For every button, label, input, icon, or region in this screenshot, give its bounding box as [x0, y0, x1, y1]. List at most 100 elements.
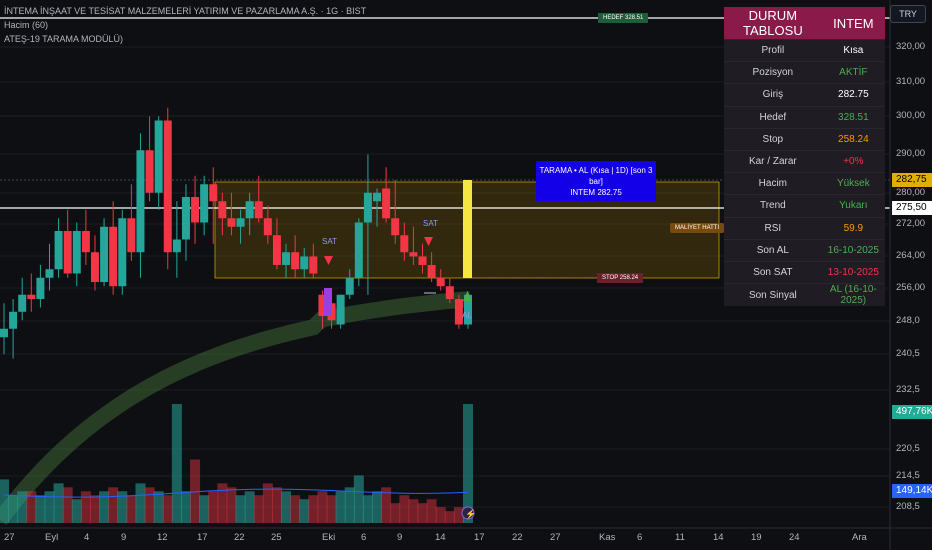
candle-body	[427, 265, 436, 278]
price-axis-label: 272,00	[896, 218, 926, 229]
candle-body	[227, 218, 236, 227]
volume-bar	[381, 487, 392, 523]
volume-indicator-label[interactable]: Hacim (60)	[4, 20, 49, 30]
volume-bar	[108, 487, 119, 523]
status-row: Profil Kısa	[724, 38, 885, 62]
status-row: Son SAT 13-10-2025	[724, 260, 885, 284]
volume-bar	[62, 487, 73, 523]
candle-body	[464, 294, 472, 325]
time-axis-label: Ara	[852, 532, 867, 543]
status-row: Son AL 16-10-2025	[724, 238, 885, 262]
status-value: 59.9	[821, 216, 885, 240]
volume-bar	[180, 491, 191, 523]
status-label: Hacim	[724, 172, 822, 195]
candle-body	[354, 222, 363, 278]
candle-body	[181, 197, 190, 240]
time-axis-label: 4	[84, 532, 90, 543]
volume-bar	[335, 491, 346, 523]
candle-body	[200, 184, 209, 223]
volume-bar	[117, 491, 128, 523]
candle-body	[9, 311, 18, 329]
volume-bar	[17, 491, 28, 523]
scanner-indicator-label[interactable]: ATEŞ-19 TARAMA MODÜLÜ)	[4, 34, 124, 44]
time-axis-label: 27	[4, 532, 15, 543]
volume-bar	[135, 483, 146, 523]
status-row: Hedef 328.51	[724, 105, 885, 129]
volume-bar	[417, 503, 428, 523]
price-axis-label: 320,00	[896, 41, 926, 52]
status-label: Profil	[724, 38, 822, 62]
buy-label: AL	[462, 311, 472, 320]
status-row: Giriş 282.75	[724, 83, 885, 107]
candle-body	[282, 252, 291, 265]
volume-bar	[235, 495, 246, 523]
candle-body	[409, 252, 418, 257]
status-label: Kar / Zarar	[724, 149, 822, 173]
volume-bar	[208, 491, 219, 523]
time-axis-label: 25	[271, 532, 282, 543]
candle-body	[445, 286, 454, 299]
volume-bar	[8, 495, 19, 523]
status-label: Son SAT	[724, 260, 822, 284]
time-axis-label: Eyl	[45, 532, 59, 543]
volume-bar	[390, 503, 401, 523]
candle-body	[0, 328, 8, 338]
volume-bar	[253, 495, 264, 523]
volume-tag: 497,76K	[892, 405, 932, 419]
currency-selector[interactable]: TRY	[890, 5, 926, 23]
candle-body	[163, 120, 172, 253]
status-label: Giriş	[724, 83, 822, 107]
time-axis-label: Kas	[599, 532, 616, 543]
volume-bar	[171, 404, 182, 523]
status-label: Son Sinyal	[724, 283, 822, 307]
candle-body	[218, 201, 227, 219]
candle-body	[81, 231, 90, 253]
status-row: Trend Yukarı	[724, 194, 885, 217]
volume-bar	[89, 495, 100, 523]
candle-body	[100, 226, 109, 282]
candle-body	[145, 150, 154, 193]
status-value: 328.51	[821, 105, 885, 129]
chart-grid	[0, 46, 890, 508]
candle-body	[154, 120, 163, 193]
candle-body	[454, 299, 463, 325]
lightning-icon	[461, 506, 475, 520]
candle-body	[118, 218, 127, 287]
price-axis-label: 256,00	[896, 282, 926, 293]
volume-ma-tag: 149,14K	[892, 484, 932, 498]
status-value: Yukarı	[821, 194, 885, 217]
status-label: Son AL	[724, 238, 822, 262]
volume-bar	[44, 491, 55, 523]
candle-body	[363, 192, 372, 223]
time-axis-label: 17	[474, 532, 485, 543]
volume-bar	[281, 491, 292, 523]
volume-bar	[308, 495, 319, 523]
status-value: Kısa	[821, 38, 885, 62]
candle-body	[300, 256, 309, 270]
time-axis-label: 9	[121, 532, 127, 543]
time-axis-label: 14	[435, 532, 446, 543]
candle-body	[336, 294, 345, 325]
time-axis-label: 11	[675, 532, 685, 543]
candle-body	[272, 235, 281, 265]
volume-bar	[299, 499, 310, 523]
candle-body	[318, 294, 327, 316]
entry-price-tag: 282,75	[892, 173, 932, 187]
time-axis-label: 9	[397, 532, 403, 543]
candle-body	[254, 201, 263, 219]
status-value: Yüksek	[821, 172, 885, 195]
candle-body	[172, 239, 181, 253]
volume-bar	[226, 487, 237, 523]
signal-bar-highlight	[463, 180, 472, 278]
buy-signal-arrow	[463, 291, 472, 301]
candles	[0, 107, 472, 359]
last-price-tag: 275,50	[892, 201, 932, 215]
volume-bar	[362, 495, 373, 523]
time-axis-label: 6	[637, 532, 643, 543]
candle-body	[136, 150, 145, 253]
candle-body	[209, 184, 218, 202]
candle-body	[245, 201, 254, 219]
volume-bar	[199, 495, 210, 523]
price-axis-label: 310,00	[896, 76, 926, 87]
